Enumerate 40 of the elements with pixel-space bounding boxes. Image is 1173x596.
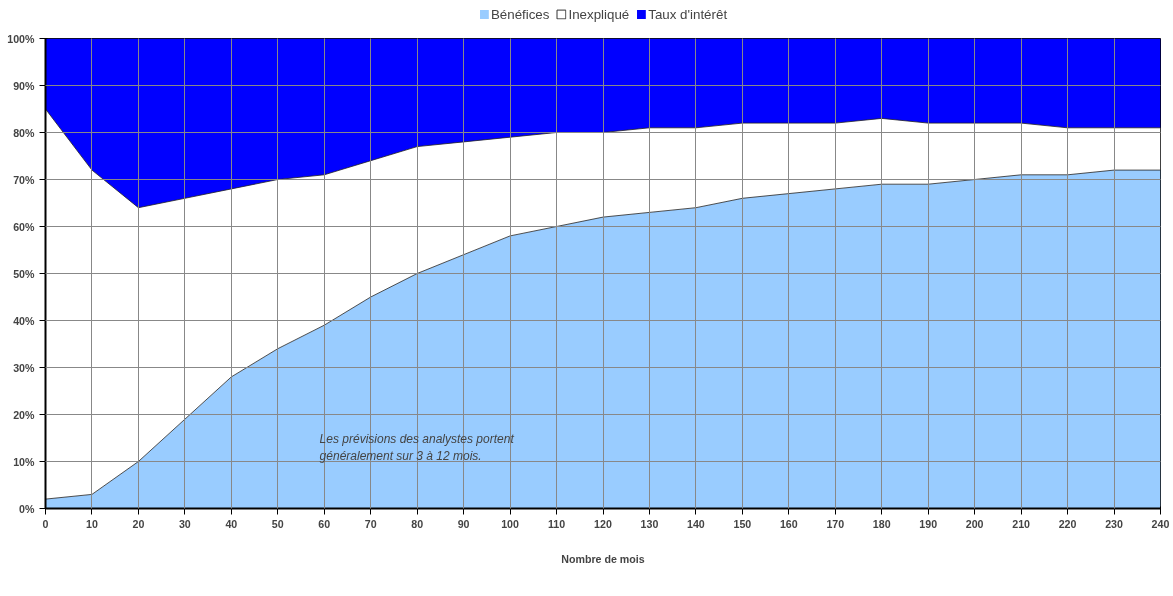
x-tick-label: 210 (1012, 517, 1031, 530)
y-tick-label: 60% (13, 220, 36, 233)
x-tick-label: 50 (271, 517, 284, 530)
legend-label: Inexpliqué (568, 6, 630, 22)
y-tick-label: 40% (13, 314, 36, 327)
x-tick-label: 220 (1058, 517, 1077, 530)
x-tick-label: 60 (318, 517, 331, 530)
x-tick-label: 230 (1105, 517, 1123, 530)
x-tick-label: 150 (733, 517, 752, 530)
x-tick-label: 0 (42, 517, 49, 530)
x-tick-label: 190 (919, 517, 938, 530)
x-tick-label: 240 (1151, 517, 1170, 530)
y-tick-label: 100% (7, 32, 36, 45)
y-tick-label: 80% (13, 126, 36, 139)
legend-label: Taux d'intérêt (648, 6, 728, 22)
y-tick-label: 0% (19, 502, 36, 515)
x-tick-label: 80 (411, 517, 424, 530)
x-tick-label: 160 (779, 517, 798, 530)
x-axis-title: Nombre de mois (561, 552, 645, 565)
x-tick-label: 40 (225, 517, 238, 530)
x-tick-label: 140 (687, 517, 705, 530)
x-tick-label: 30 (178, 517, 191, 530)
x-tick-label: 130 (640, 517, 659, 530)
x-tick-label: 70 (364, 517, 377, 530)
x-tick-label: 10 (86, 517, 98, 530)
legend-label: Bénéfices (490, 6, 550, 22)
y-tick-label: 90% (13, 79, 36, 92)
y-tick-label: 20% (13, 408, 36, 421)
x-tick-label: 100 (501, 517, 520, 530)
x-tick-label: 110 (547, 517, 566, 530)
y-tick-label: 10% (13, 455, 36, 468)
y-tick-label: 50% (13, 267, 36, 280)
x-tick-label: 120 (594, 517, 612, 530)
x-tick-label: 170 (826, 517, 845, 530)
x-tick-label: 20 (132, 517, 145, 530)
y-tick-label: 30% (13, 361, 36, 374)
x-tick-label: 180 (872, 517, 891, 530)
x-tick-label: 200 (965, 517, 984, 530)
y-tick-label: 70% (13, 173, 36, 186)
x-tick-label: 90 (457, 517, 470, 530)
